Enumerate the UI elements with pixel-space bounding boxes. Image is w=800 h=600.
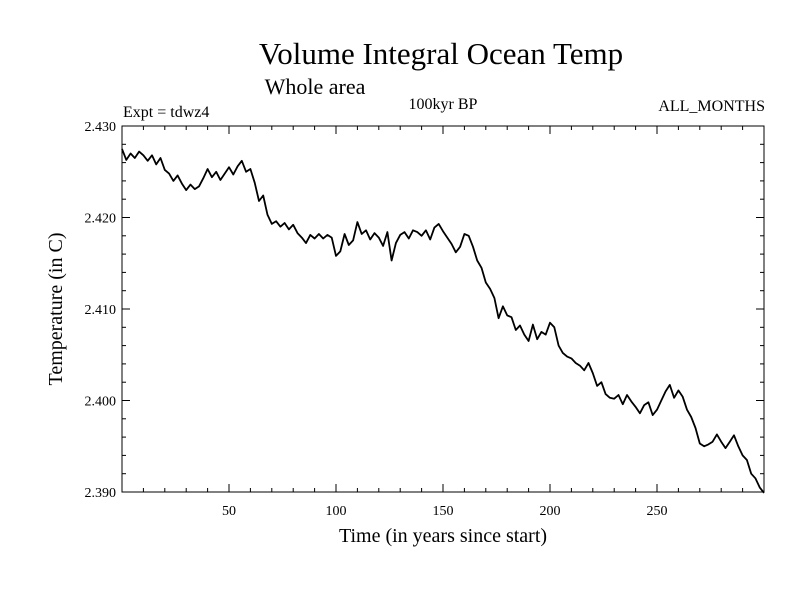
- months-label: ALL_MONTHS: [658, 98, 765, 115]
- x-tick-label: 250: [647, 504, 668, 519]
- axis-ticks: [122, 126, 764, 492]
- plot-frame: [121, 125, 765, 493]
- chart-title: Volume Integral Ocean Temp: [259, 36, 623, 71]
- chart-subtitle: Whole area: [265, 74, 366, 99]
- x-tick-label: 100: [326, 504, 347, 519]
- y-tick-label: 2.430: [85, 120, 117, 135]
- period-label: 100kyr BP: [409, 96, 478, 113]
- y-tick-label: 2.400: [85, 395, 117, 410]
- x-tick-label: 150: [433, 504, 454, 519]
- y-tick-label: 2.410: [85, 303, 117, 318]
- y-tick-label: 2.420: [85, 212, 117, 227]
- y-axis-label: Temperature (in C): [45, 233, 67, 386]
- x-axis-label: Time (in years since start): [339, 525, 547, 547]
- y-tick-label: 2.390: [85, 486, 117, 501]
- axis-tick-labels: 50 100 150 200 250 2.390 2.400 2.410 2.420 2.430: [85, 120, 668, 519]
- x-tick-label: 200: [540, 504, 561, 519]
- temperature-series-line: [121, 148, 765, 494]
- experiment-label: Expt = tdwz4: [123, 104, 209, 121]
- x-tick-label: 50: [222, 504, 236, 519]
